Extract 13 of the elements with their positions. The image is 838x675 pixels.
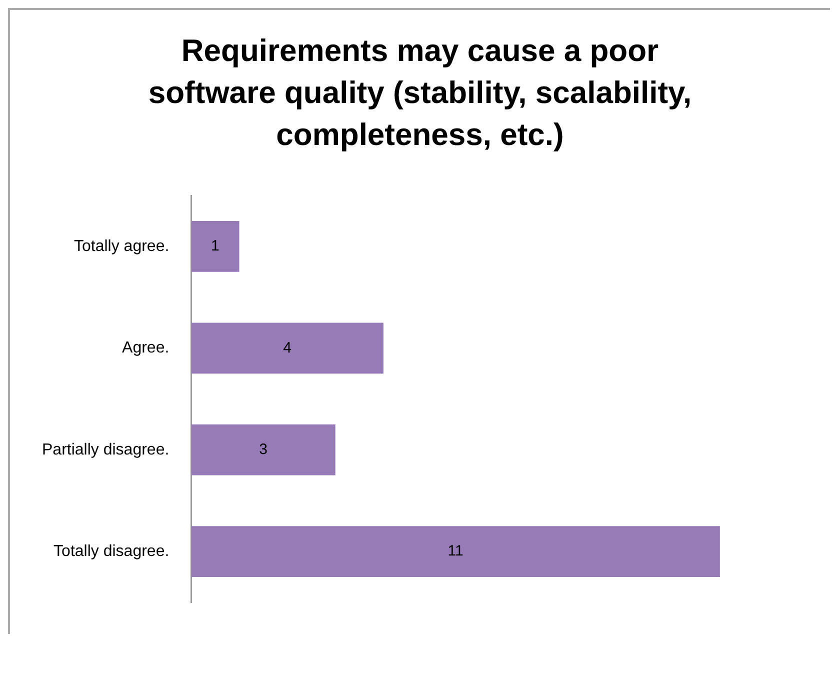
y-tick-label: Totally agree. — [74, 238, 170, 255]
bar — [191, 221, 240, 272]
data-label: 11 — [448, 542, 464, 560]
y-tick-label: Agree. — [122, 340, 170, 357]
chart-title: Requirements may cause a poor software quality (stability, scalability, completeness, etc.) — [147, 32, 693, 154]
data-label: 4 — [283, 339, 292, 356]
bar — [191, 322, 384, 374]
bar — [191, 526, 720, 577]
y-tick-label: Partially disagree. — [42, 441, 170, 458]
data-label: 3 — [259, 440, 268, 458]
bar — [191, 424, 336, 476]
y-tick-label: Totally disagree. — [54, 542, 170, 560]
data-label: 1 — [211, 238, 220, 255]
